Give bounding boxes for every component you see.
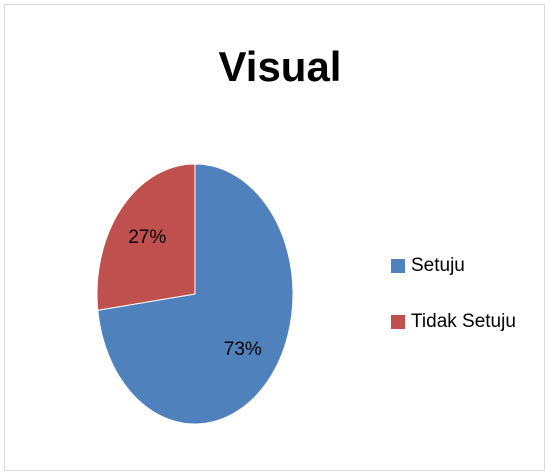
- data-label: 73%: [224, 339, 262, 360]
- legend-swatch: [391, 259, 405, 273]
- pie-slice: [96, 163, 196, 311]
- legend-swatch: [391, 315, 405, 329]
- legend-label: Tidak Setuju: [411, 311, 516, 332]
- data-label: 27%: [128, 227, 166, 248]
- chart-title: Visual: [219, 43, 342, 90]
- legend-label: Setuju: [411, 255, 465, 276]
